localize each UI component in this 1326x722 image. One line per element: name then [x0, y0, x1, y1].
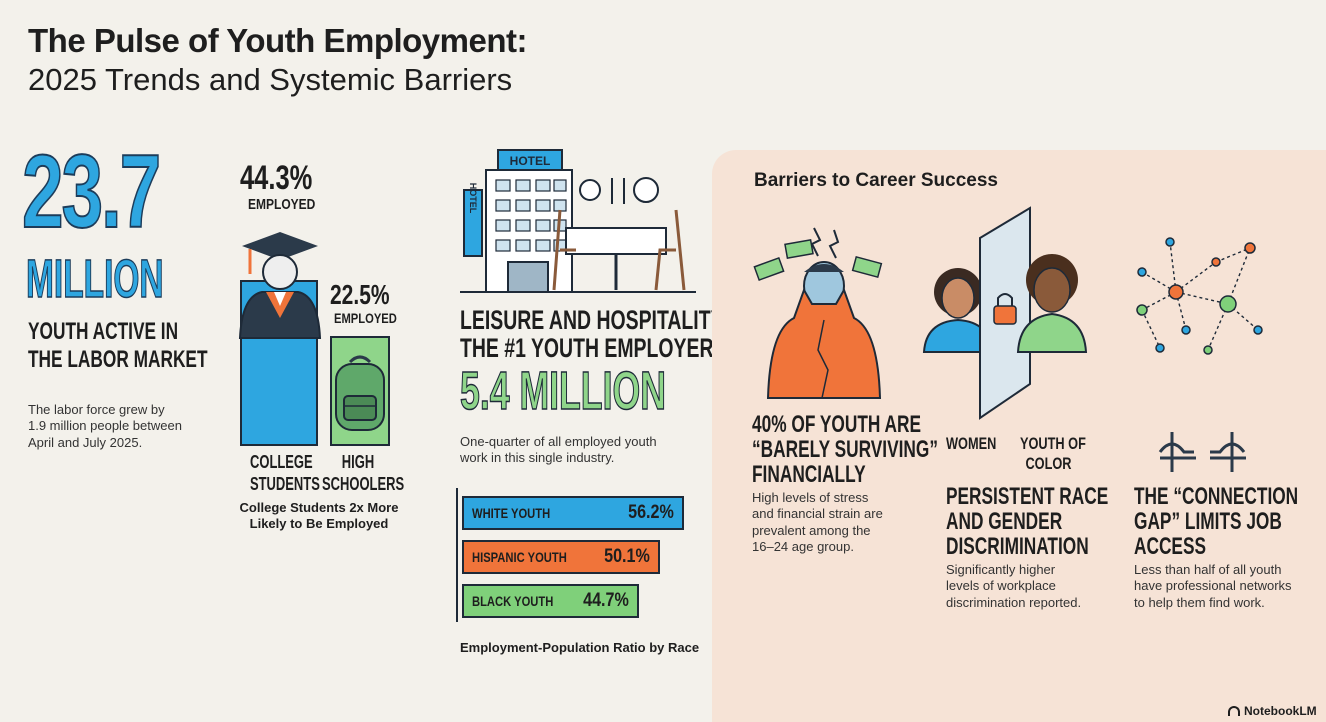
hospitality-headline: LEISURE AND HOSPITALITY IS THE #1 YOUTH …	[460, 305, 747, 364]
financial-note: High levels of stress and financial stra…	[752, 490, 883, 554]
race-bar-value: 44.7%	[583, 590, 629, 611]
labor-force-caption: YOUTH ACTIVE IN THE LABOR MARKET	[28, 318, 208, 373]
race-bar-value: 50.1%	[604, 546, 650, 567]
hotel-restaurant-icon: HOTEL HOTEL	[460, 149, 696, 293]
race-bar-label: HISPANIC YOUTH	[472, 549, 567, 565]
college-label: COLLEGE STUDENTS	[250, 452, 320, 494]
education-caption: College Students 2x More Likely to Be Em…	[239, 500, 399, 532]
college-employed-label: EMPLOYED	[248, 196, 316, 213]
labor-force-unit: MILLION	[26, 249, 165, 309]
race-bar-label: BLACK YOUTH	[472, 593, 554, 609]
college-employed-pct: 44.3%	[240, 159, 313, 197]
labor-force-number: 23.7	[21, 134, 162, 250]
race-chart-caption: Employment-Population Ratio by Race	[460, 640, 700, 655]
race-chart-axis	[456, 488, 458, 622]
race-bar-label: WHITE YOUTH	[472, 505, 551, 521]
high-school-label: HIGH SCHOOLERS	[322, 452, 405, 494]
notebooklm-logo-icon	[1228, 706, 1240, 716]
race-bar: WHITE YOUTH 56.2%	[462, 496, 684, 530]
hs-employed-pct: 22.5%	[330, 279, 390, 310]
discrimination-headline: PERSISTENT RACE AND GENDER DISCRIMINATIO…	[946, 483, 1109, 561]
race-bar: HISPANIC YOUTH 50.1%	[462, 540, 660, 574]
women-label: WOMEN	[946, 434, 997, 453]
hospitality-value: 5.4 MILLION	[460, 361, 667, 421]
backpack-icon	[335, 355, 385, 431]
notebooklm-watermark: NotebookLM	[1228, 704, 1317, 718]
hospitality-note: One-quarter of all employed youth work i…	[460, 434, 657, 466]
graduate-icon	[238, 232, 322, 339]
hotel-vertical-sign: HOTEL	[468, 183, 478, 214]
race-bar-value: 56.2%	[628, 502, 674, 523]
network-icon	[1136, 237, 1263, 355]
stressed-person-icon	[753, 227, 883, 399]
hs-employed-label: EMPLOYED	[334, 310, 397, 326]
page-subtitle: 2025 Trends and Systemic Barriers	[28, 62, 513, 97]
broken-bridge-icon	[1158, 432, 1246, 472]
race-bar: BLACK YOUTH 44.7%	[462, 584, 639, 618]
labor-force-note: The labor force grew by 1.9 million peop…	[28, 402, 182, 450]
connection-headline: THE “CONNECTION GAP” LIMITS JOB ACCESS	[1134, 483, 1299, 561]
financial-headline: 40% OF YOUTH ARE “BARELY SURVIVING” FINA…	[752, 411, 938, 489]
youth-of-color-label: YOUTH OF COLOR	[1020, 434, 1086, 474]
page-title: The Pulse of Youth Employment:	[28, 22, 527, 59]
discrimination-note: Significantly higher levels of workplace…	[946, 562, 1082, 610]
hotel-sign: HOTEL	[510, 154, 551, 168]
glass-barrier-icon	[922, 206, 1088, 420]
barriers-title: Barriers to Career Success	[754, 170, 998, 191]
connection-note: Less than half of all youth have profess…	[1134, 562, 1292, 610]
